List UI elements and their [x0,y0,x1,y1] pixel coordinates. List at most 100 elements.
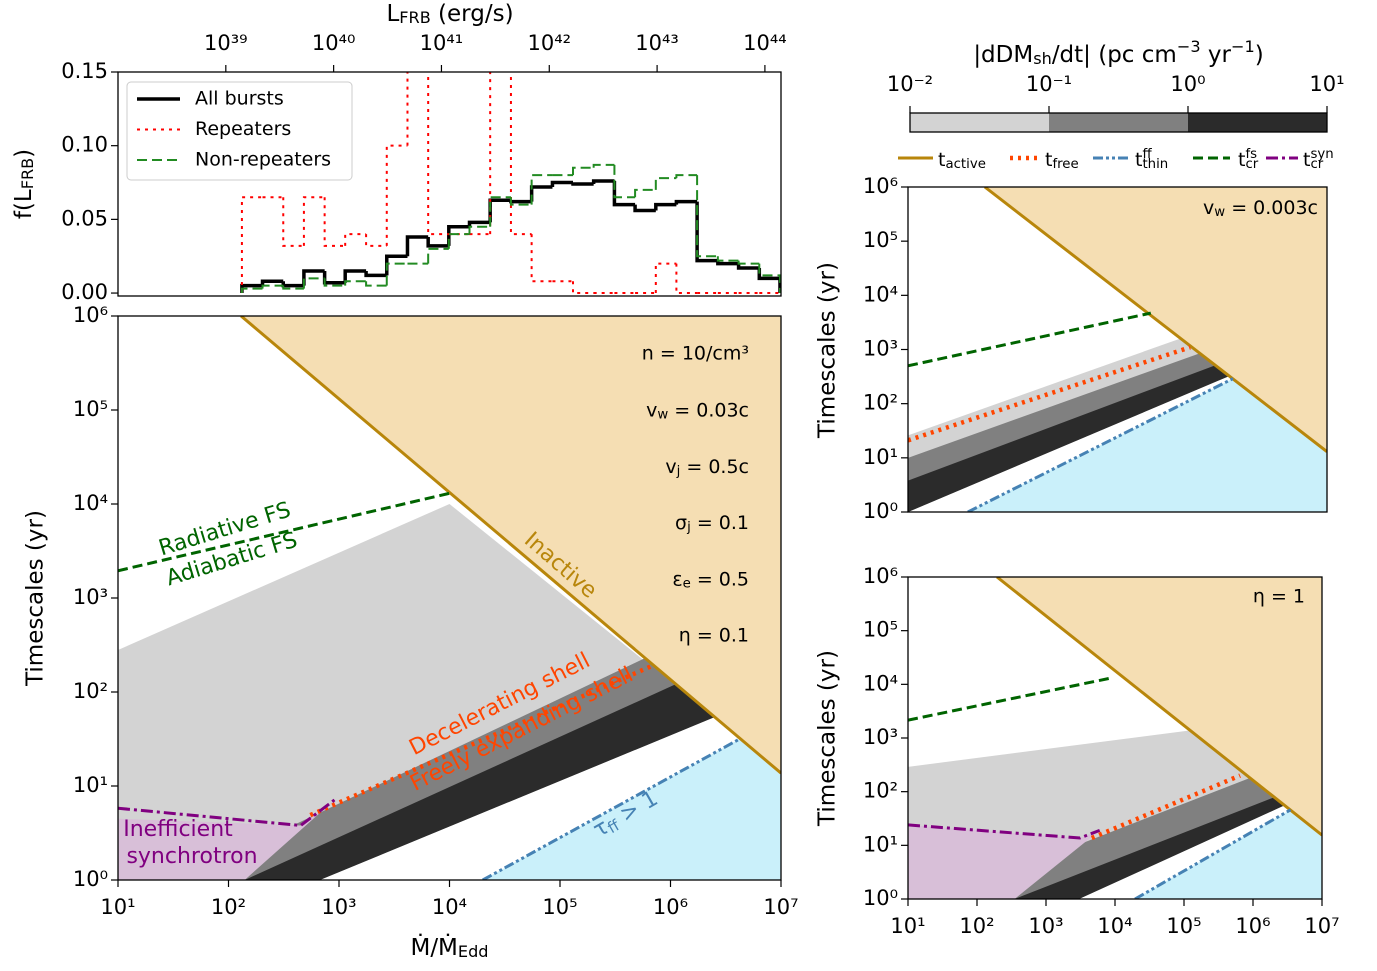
x-tick-label: 10⁰ [1170,72,1205,96]
histogram-step [344,280,367,286]
legend-label: tactive [938,149,986,172]
histogram-step [572,166,594,176]
x-tick-label: 10⁴⁰ [312,31,356,55]
y-tick-label: 10¹ [863,832,898,856]
model-parameter: σj = 0.1 [675,512,749,535]
histogram-step [571,182,594,186]
histogram-step [550,180,574,187]
text-part: = 0.5 [691,568,749,590]
legend-label: All bursts [195,88,284,110]
histogram-step [509,197,532,206]
timescale-line [118,491,450,573]
histogram-step [467,220,491,227]
timescale-line [1134,808,1292,899]
subscript: active [945,157,985,172]
text-part: /dt| (pc cm [1052,42,1177,68]
text-part: v [665,455,676,477]
region [1014,797,1285,899]
region [178,657,715,880]
histogram-step [591,179,615,184]
histogram-step [385,254,408,276]
y-tick-label: 10² [73,679,108,703]
histogram-step [529,185,553,202]
plot-area [908,187,1327,512]
histogram-step [509,72,532,236]
histogram-step [302,196,325,246]
histogram-step [674,199,698,205]
timescale-line [240,316,781,775]
x-axis-label: Ṁ/ṀEdd [410,933,488,962]
model-parameter: εe = 0.5 [672,568,749,591]
histogram-step [675,263,698,295]
y-tick-label: 10¹ [73,773,108,797]
x-tick-label: 10⁴ [432,895,467,919]
x-tick-label: 10⁴ [1097,914,1132,938]
region [1135,809,1322,899]
histogram-step [343,269,367,283]
x-tick-label: 10⁶ [1235,914,1270,938]
text-part: ) [11,149,37,158]
subscript: sh [1033,49,1052,68]
subscript: j [676,464,681,479]
histogram-step [716,256,739,262]
histogram-step [344,233,367,246]
y-axis-label: Timescales (yr) [815,262,841,439]
text-part: ε [672,568,682,590]
text-part: L [386,1,399,27]
legend-label: tff thin [1135,147,1168,172]
subscript: Edd [458,942,489,961]
y-tick-label: 0.00 [61,280,108,304]
timescale-line [1090,773,1241,841]
y-tick-label: 10⁴ [73,491,108,515]
y-tick-label: 0.15 [61,59,108,83]
histogram-step [736,263,760,270]
y-tick-label: 10⁶ [73,303,108,327]
y-axis-label: Timescales (yr) [815,650,841,827]
histogram-step [695,201,718,263]
histogram-step [365,234,387,247]
superscript: fs [1245,147,1257,162]
histogram-step [447,233,470,249]
x-tick-label: 10³ [1028,914,1063,938]
superscript: −3 [1177,37,1201,56]
annotation: vw = 0.003c [1203,197,1318,220]
x-tick-label: 10¹ [1309,72,1344,96]
y-tick-label: 10³ [73,585,108,609]
plot-area [118,316,781,880]
subscript: FRB [399,8,430,27]
timescale-line [908,311,1152,368]
text-part: v [1203,197,1214,219]
histogram-step [322,270,346,285]
annotation: η = 1 [1253,586,1305,608]
histogram-step [427,72,449,236]
region [908,365,1230,512]
x-tick-label: 10⁴¹ [420,31,464,55]
timescale-line [983,187,1327,453]
annotation: Inefficient [123,817,233,842]
histogram-step [696,175,718,258]
x-axis-label: LFRB (erg/s) [386,1,513,28]
y-tick-label: 10⁴ [863,282,898,306]
superscript: syn [1310,147,1333,162]
subscript: cr [1245,157,1258,172]
histogram-step [572,281,594,295]
colorbar-label: |dDMsh/dt| (pc cm−3 yr−1) [973,37,1263,68]
text-part: |dDM [973,42,1033,68]
legend-label: tfs cr [1238,147,1259,172]
y-axis-label: f(LFRB) [11,149,38,219]
subscript: w [1214,205,1225,220]
text-part: t [1045,149,1052,171]
y-tick-label: 10⁶ [863,174,898,198]
text-part: ) [1255,42,1264,68]
histogram-step [240,196,263,294]
subscript: j [686,520,691,535]
x-tick-label: 10⁷ [1304,914,1339,938]
region [244,684,715,880]
colorbar-block [1049,113,1188,132]
legend-label: Non-repeaters [195,149,331,171]
region [967,378,1327,512]
histogram-step [633,204,656,213]
subscript: thin [1142,157,1168,172]
histogram-step [489,196,511,227]
text-part: t [1303,149,1310,171]
